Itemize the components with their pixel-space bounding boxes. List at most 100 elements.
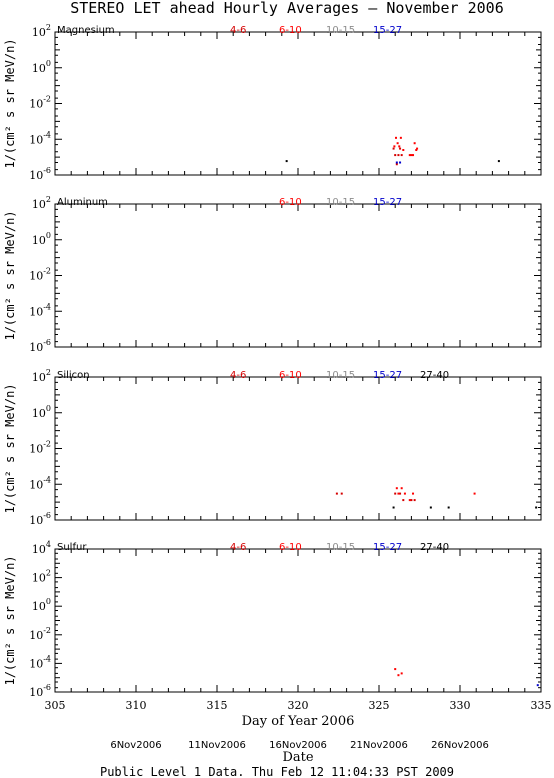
data-point-6-10 xyxy=(408,154,411,157)
y-tick-label: 10-6 xyxy=(29,511,51,527)
data-point-6-10 xyxy=(400,487,403,490)
data-point-4-6 xyxy=(410,499,413,502)
data-point-6-10 xyxy=(396,142,399,145)
panel-element-label: Magnesium xyxy=(57,25,115,36)
data-point-6-10 xyxy=(393,145,396,148)
data-point-6-10 xyxy=(413,142,416,145)
y-tick-label: 10-2 xyxy=(29,95,51,111)
y-tick-label: 10-2 xyxy=(29,626,51,642)
data-point-6-10 xyxy=(397,674,400,677)
data-point-6-10 xyxy=(408,499,411,502)
legend-4-6: 4-6 xyxy=(230,25,246,36)
data-point-4-6 xyxy=(335,492,338,495)
legend-6-10: 6-10 xyxy=(279,25,302,36)
y-tick-label: 102 xyxy=(32,23,51,39)
date-tick-label: 11Nov2006 xyxy=(188,740,246,751)
data-point-4-6 xyxy=(413,499,416,502)
date-tick-label: 6Nov2006 xyxy=(110,740,161,751)
x-axis-label: Day of Year 2006 xyxy=(242,714,355,729)
y-tick-label: 100 xyxy=(32,59,51,75)
data-point-6-10 xyxy=(403,492,406,495)
data-point-6-10 xyxy=(399,136,402,139)
y-tick-label: 10-6 xyxy=(29,683,51,699)
data-point-6-10 xyxy=(416,147,419,150)
data-point-6-10 xyxy=(412,492,415,495)
data-point-4-6 xyxy=(394,154,397,157)
panel-sulfur: 104 102 100 10-2 10-4 10-6 1/(cm² s sr MeV/n) S… xyxy=(3,540,542,699)
data-point-27-40 xyxy=(535,506,538,509)
legend-10-15: 10-15 xyxy=(326,542,355,553)
x-tick-label: 320 xyxy=(288,699,309,712)
y-axis-label: 1/(cm² s sr MeV/n) xyxy=(3,210,17,340)
data-point-15-27 xyxy=(395,161,398,164)
data-point-4-6 xyxy=(399,492,402,495)
data-point-27-40 xyxy=(392,506,395,509)
legend-15-27: 15-27 xyxy=(373,25,402,36)
y-tick-label: 100 xyxy=(32,404,51,420)
data-point-4-6 xyxy=(399,147,402,150)
y-tick-label: 100 xyxy=(32,231,51,247)
legend-15-27: 15-27 xyxy=(373,542,402,553)
x-tick-label: 315 xyxy=(207,699,228,712)
y-tick-label: 10-4 xyxy=(29,302,51,318)
data-point-4-6 xyxy=(397,154,400,157)
x-tick-label: 325 xyxy=(369,699,390,712)
legend-15-27: 15-27 xyxy=(373,197,402,208)
data-point-15-27 xyxy=(399,161,402,164)
legend-4-6: 4-6 xyxy=(230,542,246,553)
y-axis-label: 1/(cm² s sr MeV/n) xyxy=(3,383,17,513)
plot-frame xyxy=(54,31,542,176)
data-point-27-40 xyxy=(429,506,432,509)
data-point-27-40 xyxy=(285,160,288,163)
legend-10-15: 10-15 xyxy=(326,25,355,36)
y-tick-label: 10-6 xyxy=(29,166,51,182)
y-tick-label: 10-4 xyxy=(29,475,51,491)
panel-aluminum: 102 100 10-2 10-4 10-6 1/(cm² s sr MeV/n) Alum… xyxy=(3,195,542,354)
x-tick-label: 330 xyxy=(450,699,471,712)
data-point-4-6 xyxy=(394,492,397,495)
panel-magnesium: 102 100 10-2 10-4 10-6 1/(cm² s sr MeV/n) Magn… xyxy=(3,23,542,182)
y-tick-label: 102 xyxy=(32,368,51,384)
y-tick-label: 102 xyxy=(32,195,51,211)
x-tick-label: 305 xyxy=(45,699,66,712)
y-tick-label: 10-4 xyxy=(29,654,51,670)
legend-6-10: 6-10 xyxy=(279,370,302,381)
data-point-27-40 xyxy=(447,506,450,509)
legend-15-27: 15-27 xyxy=(373,370,402,381)
panel-element-label: Sulfur xyxy=(57,542,87,553)
x-tick-label: 310 xyxy=(126,699,147,712)
data-point-6-10 xyxy=(402,149,405,152)
data-point-4-6 xyxy=(392,147,395,150)
x-tick-label: 335 xyxy=(531,699,552,712)
y-tick-label: 102 xyxy=(32,569,51,585)
y-axis-label: 1/(cm² s sr MeV/n) xyxy=(3,38,17,168)
data-point-6-10 xyxy=(412,154,415,157)
date-axis-label: Date xyxy=(282,750,313,765)
y-tick-label: 10-2 xyxy=(29,440,51,456)
chart-title: STEREO LET ahead Hourly Averages – Novem… xyxy=(70,0,503,17)
panels: 102 100 10-2 10-4 10-6 1/(cm² s sr MeV/n) Magn… xyxy=(3,23,542,699)
data-point-6-10 xyxy=(410,154,413,157)
legend-6-10: 6-10 xyxy=(279,542,302,553)
y-tick-label: 10-2 xyxy=(29,267,51,283)
plot-frame xyxy=(54,548,542,693)
data-point-6-10 xyxy=(398,145,401,148)
data-point-6-10 xyxy=(394,668,397,671)
data-point-6-10 xyxy=(415,149,418,152)
data-point-4-6 xyxy=(395,163,398,166)
y-tick-label: 10-4 xyxy=(29,130,51,146)
plot-frame xyxy=(54,203,542,348)
data-point-6-10 xyxy=(400,672,403,675)
footer-text: Public Level 1 Data. Thu Feb 12 11:04:33… xyxy=(100,765,454,778)
y-tick-label: 100 xyxy=(32,597,51,613)
data-point-6-10 xyxy=(473,492,476,495)
y-tick-label: 10-6 xyxy=(29,338,51,354)
bottom-axis: 305 310 315 320 325 330 335 Day of Year 2006 6No… xyxy=(45,699,552,778)
data-point-6-10 xyxy=(395,487,398,490)
panel-element-label: Aluminum xyxy=(57,197,108,208)
y-axis-label: 1/(cm² s sr MeV/n) xyxy=(3,555,17,685)
panel-silicon: 102 100 10-2 10-4 10-6 1/(cm² s sr MeV/n) Sili… xyxy=(3,368,542,527)
y-tick-label: 104 xyxy=(32,540,51,556)
data-point-4-6 xyxy=(400,154,403,157)
